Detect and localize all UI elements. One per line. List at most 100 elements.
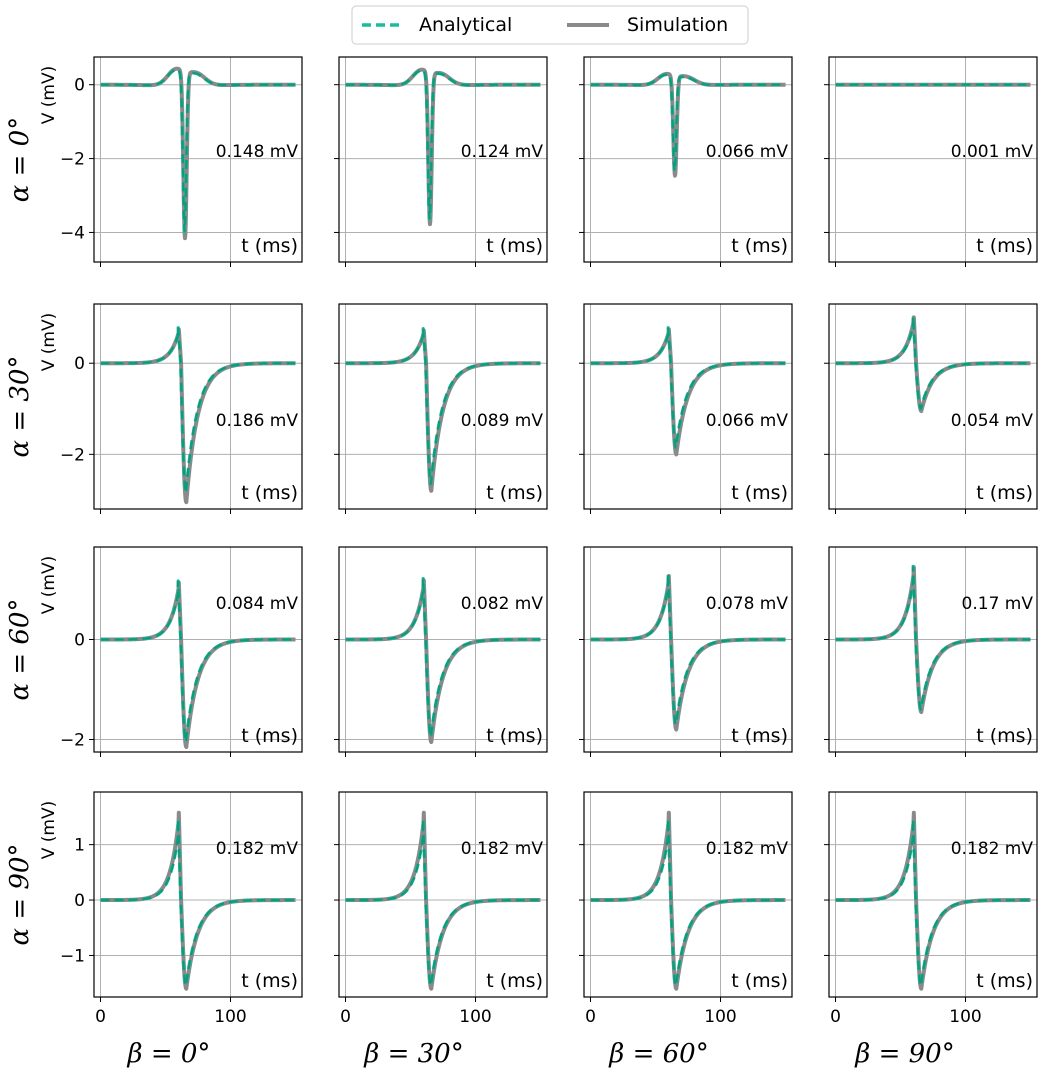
xlabel-in-panel: t (ms) <box>486 725 543 747</box>
amplitude-annotation: 0.124 mV <box>461 142 544 162</box>
panel-frame <box>93 791 303 998</box>
amplitude-annotation: 0.182 mV <box>216 839 299 859</box>
amplitude-annotation: 0.182 mV <box>951 839 1034 859</box>
panel-frame <box>338 303 548 510</box>
amplitude-annotation: 0.084 mV <box>216 594 299 614</box>
y-tick-label: 0 <box>74 76 85 96</box>
analytical-series-shade <box>835 316 1031 410</box>
panel-r0-c0: 0 −2 −4 0.148 mV t (ms) <box>60 56 303 267</box>
panel-frame <box>583 56 793 263</box>
xlabel-in-panel: t (ms) <box>731 970 788 992</box>
y-tick-label: −2 <box>60 150 85 170</box>
xlabel-in-panel: t (ms) <box>486 482 543 504</box>
amplitude-annotation: 0.148 mV <box>216 142 299 162</box>
xlabel-in-panel: t (ms) <box>241 235 298 257</box>
y-tick-label: 1 <box>74 836 85 856</box>
col-label-1: β = 30° <box>363 1039 463 1069</box>
panel-r3-c0: 1 0 −1 0 100 0.182 mV t (ms) <box>60 791 303 1027</box>
panel-frame <box>828 303 1038 510</box>
legend: Analytical Simulation <box>351 5 749 45</box>
panel-frame <box>338 791 548 998</box>
x-tick-label: 100 <box>704 1007 736 1027</box>
analytical-series-shade <box>100 818 296 988</box>
ylabel-3: V (mV) <box>39 801 59 860</box>
analytical-series-shade <box>100 68 296 232</box>
column-labels: β = 0° β = 30° β = 60° β = 90° <box>127 1039 955 1069</box>
amplitude-annotation: 0.089 mV <box>461 411 544 431</box>
panel-frame <box>338 56 548 263</box>
panel-grid: α = 0°V (mV) 0−2−40.148 mVt (ms)0.124 mVt… <box>5 56 1038 1027</box>
y-tick-label: −1 <box>60 946 85 966</box>
x-tick-label: 0 <box>95 1007 106 1027</box>
panel-r3-c1: 0 100 0.182 mV t (ms) <box>334 791 548 1027</box>
amplitude-annotation: 0.17 mV <box>962 594 1034 614</box>
col-label-3: β = 90° <box>854 1039 954 1069</box>
panel-frame <box>583 546 793 753</box>
analytical-series-shade <box>345 818 541 988</box>
row-label-2: α = 60° <box>5 599 35 701</box>
col-label-2: β = 60° <box>608 1039 708 1069</box>
analytical-series-shade <box>590 818 786 988</box>
x-tick-label: 0 <box>830 1007 841 1027</box>
xlabel-in-panel: t (ms) <box>976 482 1033 504</box>
x-tick-label: 0 <box>340 1007 351 1027</box>
legend-analytical-label: Analytical <box>419 14 512 36</box>
analytical-series-shade <box>835 566 1031 711</box>
amplitude-annotation: 0.066 mV <box>706 411 789 431</box>
panel-frame <box>93 56 303 263</box>
analytical-series-shade <box>100 327 296 495</box>
panel-frame <box>828 56 1038 263</box>
analytical-series-shade <box>100 580 296 744</box>
xlabel-in-panel: t (ms) <box>241 970 298 992</box>
ylabel-2: V (mV) <box>39 556 59 615</box>
xlabel-in-panel: t (ms) <box>731 235 788 257</box>
x-tick-label: 100 <box>459 1007 491 1027</box>
panel-frame <box>583 303 793 510</box>
ylabel-0: V (mV) <box>39 66 59 125</box>
panel-r1-c1: 0.089 mV t (ms) <box>334 303 548 514</box>
panel-r0-c3: 0.001 mV t (ms) <box>824 56 1038 267</box>
row-label-0: α = 0° <box>5 117 35 202</box>
y-tick-label: −2 <box>60 445 85 465</box>
x-tick-label: 0 <box>585 1007 596 1027</box>
xlabel-in-panel: t (ms) <box>486 235 543 257</box>
panel-frame <box>828 791 1038 998</box>
amplitude-annotation: 0.186 mV <box>216 411 299 431</box>
panel-frame <box>828 546 1038 753</box>
x-tick-label: 100 <box>214 1007 246 1027</box>
panel-r3-c2: 0 100 0.182 mV t (ms) <box>579 791 793 1027</box>
panel-r3-c3: 0 100 0.182 mV t (ms) <box>824 791 1038 1027</box>
amplitude-annotation: 0.001 mV <box>951 142 1034 162</box>
amplitude-annotation: 0.182 mV <box>461 839 544 859</box>
panel-r1-c3: 0.054 mV t (ms) <box>824 303 1038 514</box>
xlabel-in-panel: t (ms) <box>486 970 543 992</box>
simulation-series <box>588 327 788 457</box>
y-tick-label: 0 <box>74 891 85 911</box>
xlabel-in-panel: t (ms) <box>241 482 298 504</box>
xlabel-in-panel: t (ms) <box>976 235 1033 257</box>
analytical-series-shade <box>835 818 1031 988</box>
y-tick-label: −4 <box>60 223 85 243</box>
amplitude-annotation: 0.066 mV <box>706 142 789 162</box>
x-tick-label: 100 <box>949 1007 981 1027</box>
panel-r1-c0: 0 −2 0.186 mV t (ms) <box>60 303 303 514</box>
panel-frame <box>93 546 303 753</box>
y-tick-label: 0 <box>74 631 85 651</box>
amplitude-annotation: 0.082 mV <box>461 594 544 614</box>
panel-frame <box>93 303 303 510</box>
panel-r0-c1: 0.124 mV t (ms) <box>334 56 548 267</box>
xlabel-in-panel: t (ms) <box>731 725 788 747</box>
panel-frame <box>583 791 793 998</box>
xlabel-in-panel: t (ms) <box>976 725 1033 747</box>
analytical-series-shade <box>345 69 541 220</box>
panel-frame <box>338 546 548 753</box>
amplitude-annotation: 0.078 mV <box>706 594 789 614</box>
analytical-series-shade <box>345 578 541 739</box>
panel-r1-c2: 0.066 mV t (ms) <box>579 303 793 514</box>
analytical-series-shade <box>345 328 541 486</box>
xlabel-in-panel: t (ms) <box>976 970 1033 992</box>
y-tick-label: −2 <box>60 731 85 751</box>
analytical-series-shade <box>590 327 786 449</box>
analytical-series-shade <box>590 573 786 726</box>
